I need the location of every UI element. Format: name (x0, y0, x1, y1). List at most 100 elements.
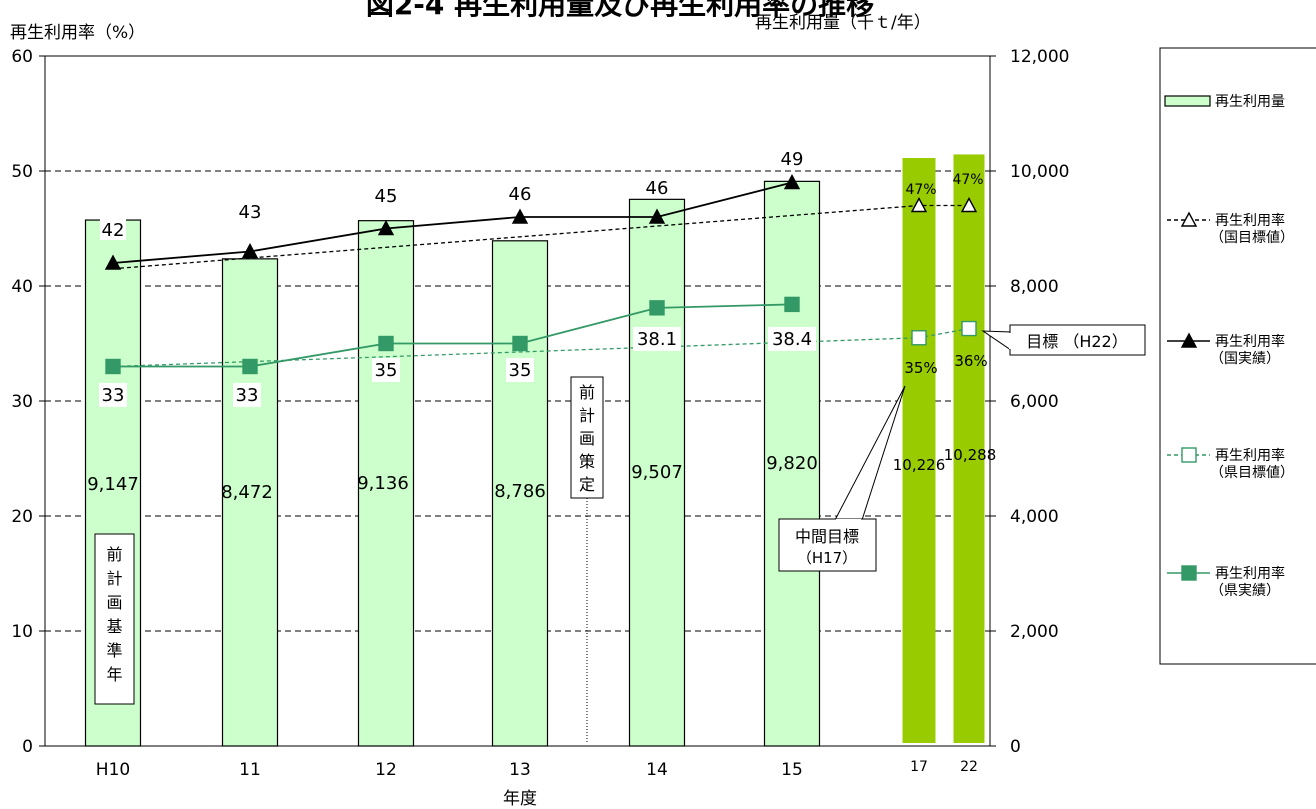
x-tick-label: H10 (96, 760, 130, 780)
legend-sublabel: （県実績） (1210, 583, 1280, 599)
legend-label: 再生利用率 (1215, 565, 1285, 582)
point-value-label: 46 (646, 178, 669, 199)
legend-sublabel: （国実績） (1210, 351, 1280, 367)
x-tick-label: 15 (781, 760, 803, 780)
line-point (1181, 447, 1197, 463)
base-year-text: 前計画基準年 (106, 545, 122, 684)
label-bg (233, 383, 261, 407)
plan-formulated-box (570, 376, 604, 499)
bar-value-label: 10,288 (944, 446, 997, 464)
right-axis-title: 再生利用量（千ｔ/年） (755, 13, 931, 33)
bar-value-label: 10,226 (893, 456, 946, 474)
target-box (1009, 324, 1146, 356)
base-year-annotation: 前計画基準年 (94, 533, 135, 705)
legend-label: 再生利用率 (1215, 447, 1285, 464)
line-point (911, 330, 927, 346)
bar-value-label: 8,786 (494, 481, 546, 502)
interim-target-annotation: 中間目標 （H17） (778, 385, 906, 572)
point-value-label: 38.4 (772, 329, 812, 350)
line-point (377, 220, 395, 236)
target-annotation: 目標 （H22） (981, 324, 1146, 356)
line-point (512, 335, 528, 352)
bar (221, 258, 279, 747)
line-point (1181, 565, 1197, 581)
point-value-label: 47% (952, 172, 983, 188)
point-value-label: 33 (102, 385, 125, 406)
legend-label: 再生利用量 (1215, 94, 1285, 110)
label-bg (372, 358, 400, 382)
interim-target-year: （H17） (797, 549, 857, 567)
line-point (960, 197, 978, 213)
line-point (649, 300, 665, 316)
line-point (104, 254, 122, 270)
right-tick-label: 8,000 (1010, 277, 1059, 297)
plan-formulated-text: 前計画策定 (579, 383, 595, 494)
x-tick-label: 17 (910, 759, 928, 775)
base-year-box (94, 533, 135, 705)
point-value-label: 45 (375, 186, 398, 207)
point-value-label: 36% (954, 352, 987, 370)
line-point (242, 358, 258, 375)
label-bg (633, 327, 681, 351)
x-tick-label: 14 (646, 760, 668, 780)
right-tick-label: 12,000 (1010, 47, 1069, 67)
point-value-label: 42 (102, 220, 125, 241)
right-tick-label: 6,000 (1010, 392, 1059, 412)
left-tick-label: 10 (11, 622, 33, 642)
bar-value-label: 9,820 (766, 453, 818, 474)
series-line (112, 181, 793, 264)
right-tick-label: 10,000 (1010, 162, 1069, 182)
label-bg (506, 358, 534, 382)
point-value-label: 35% (904, 359, 937, 377)
interim-target-pointer (834, 385, 906, 521)
point-value-label: 35 (509, 360, 532, 381)
left-tick-label: 20 (11, 507, 33, 527)
interim-target-box (778, 518, 877, 572)
point-value-label: 47% (905, 182, 936, 198)
target-pointer (981, 330, 1012, 351)
left-tick-label: 0 (22, 737, 33, 757)
bar-value-label: 9,147 (87, 474, 139, 495)
right-tick-label: 2,000 (1010, 622, 1059, 642)
bar-value-label: 8,472 (221, 482, 273, 503)
point-value-label: 46 (509, 184, 532, 205)
line-point (1180, 211, 1198, 227)
legend-swatch (1164, 95, 1211, 107)
line-point (241, 243, 259, 259)
x-tick-label: 12 (375, 760, 397, 780)
x-tick-label: 13 (509, 760, 531, 780)
bar (902, 158, 936, 743)
left-tick-label: 50 (11, 162, 33, 182)
point-value-label: 33 (236, 385, 259, 406)
line-point (1180, 332, 1198, 348)
plan-formulated-annotation: 前計画策定 (570, 376, 604, 744)
line-point (511, 208, 529, 224)
left-axis-title: 再生利用率（%） (10, 23, 145, 43)
right-tick-label: 0 (1010, 737, 1021, 757)
series-line (113, 303, 793, 368)
line-point (910, 197, 928, 213)
bar (491, 240, 549, 747)
line-point (784, 296, 800, 313)
legend-sublabel: （国目標値） (1210, 230, 1294, 246)
target-text: 目標 （H22） (1026, 332, 1127, 351)
legend-frame (1159, 47, 1316, 665)
label-bg (100, 218, 126, 240)
point-value-label: 43 (239, 202, 262, 223)
point-value-label: 38.1 (637, 329, 677, 350)
legend-label: 再生利用率 (1215, 212, 1285, 229)
bar-value-label: 9,136 (357, 473, 409, 494)
point-value-label: 35 (375, 360, 398, 381)
line-point (378, 335, 394, 352)
bar-value-label: 9,507 (631, 462, 683, 483)
legend-label: 再生利用率 (1215, 333, 1285, 350)
left-tick-label: 40 (11, 277, 33, 297)
interim-target-text: 中間目標 (795, 527, 859, 546)
left-tick-label: 30 (11, 392, 33, 412)
left-tick-label: 60 (11, 47, 33, 67)
legend: 再生利用量再生利用率（国目標値）再生利用率（国実績）再生利用率（県目標値）再生利… (1159, 47, 1316, 665)
x-tick-label: 22 (960, 759, 978, 775)
bar (357, 220, 415, 747)
line-point (961, 320, 977, 337)
